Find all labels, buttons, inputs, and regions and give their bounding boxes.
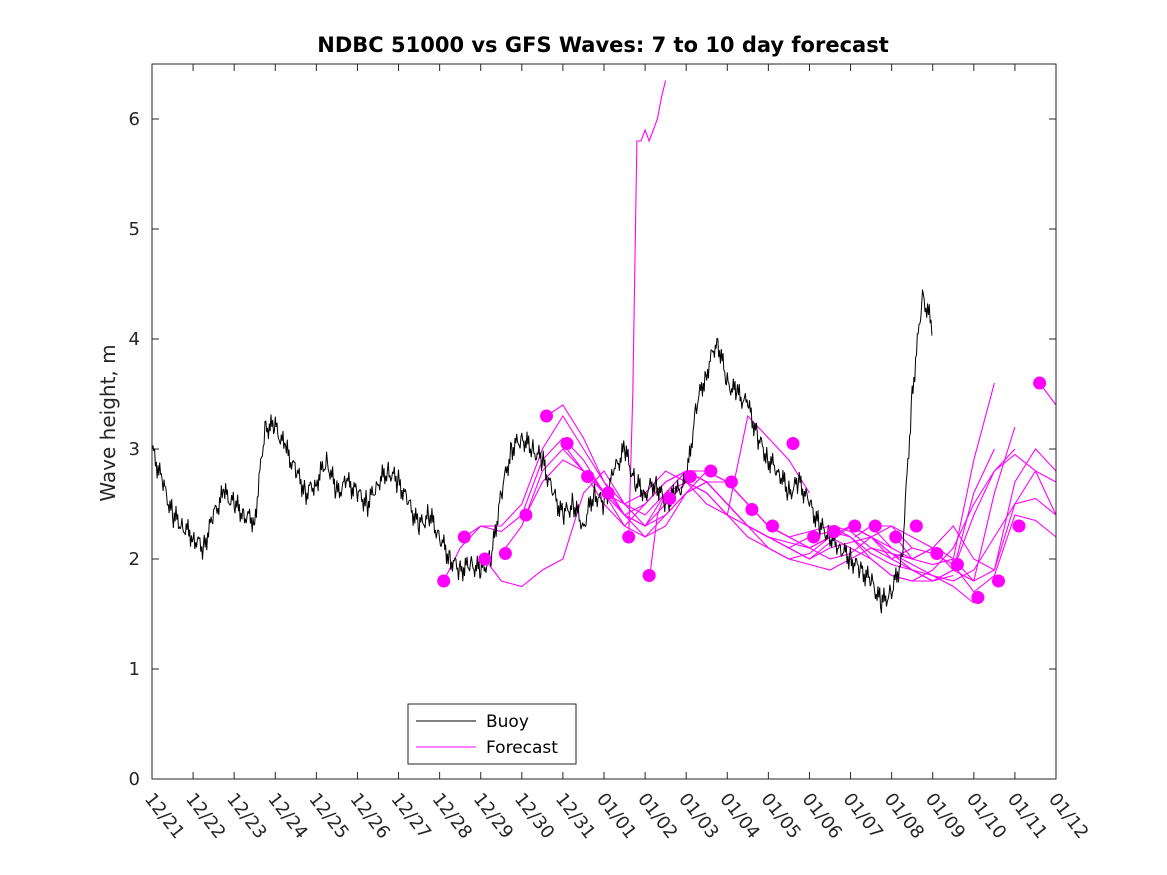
x-tick-label: 12/27 (387, 789, 435, 843)
forecast-line (463, 437, 892, 560)
x-tick-label: 12/21 (140, 789, 188, 843)
forecast-marker (745, 503, 759, 516)
forecast-marker (478, 552, 492, 566)
x-tick-label: 01/03 (674, 789, 722, 843)
forecast-marker (560, 437, 574, 450)
legend-buoy-label: Buoy (486, 712, 529, 732)
forecast-marker (992, 574, 1005, 588)
forecast-line (546, 404, 975, 604)
forecast-marker (868, 519, 882, 533)
forecast-marker (827, 525, 841, 538)
legend-box (407, 703, 577, 765)
x-tick-label: 12/25 (304, 789, 352, 843)
y-tick-label: 6 (129, 109, 140, 130)
forecast-line (607, 453, 1057, 582)
forecast-marker (766, 519, 779, 533)
forecast-marker (704, 464, 718, 478)
x-tick-label: 01/08 (880, 789, 928, 843)
forecast-marker (581, 470, 595, 483)
x-tick-label: 01/06 (798, 789, 846, 843)
forecast-line (628, 80, 667, 538)
x-tick-label: 01/05 (756, 789, 804, 843)
forecast-line (587, 448, 1016, 582)
forecast-line (875, 426, 1016, 582)
forecast-marker (437, 574, 451, 588)
x-tick-label: 01/04 (715, 789, 763, 843)
forecast-marker (683, 470, 697, 483)
forecast-marker (457, 530, 471, 544)
x-tick-label: 12/26 (346, 789, 394, 843)
x-tick-label: 01/11 (1003, 789, 1051, 843)
y-tick-label: 2 (129, 549, 140, 570)
forecast-marker (786, 437, 800, 450)
x-tick-label: 12/29 (469, 789, 517, 843)
forecast-marker (724, 475, 738, 489)
x-tick-label: 12/23 (222, 789, 270, 843)
forecast-marker (498, 547, 512, 560)
forecast-line (895, 470, 1057, 571)
forecast-marker (909, 519, 923, 533)
legend: Buoy Forecast (407, 703, 577, 765)
x-tick-label: 01/02 (633, 789, 681, 843)
x-tick-label: 12/24 (263, 789, 311, 843)
forecast-marker (848, 519, 862, 533)
y-tick-label: 0 (129, 769, 140, 790)
buoy-line (151, 289, 933, 614)
legend-forecast-label: Forecast (486, 738, 558, 758)
x-tick-label: 01/01 (592, 789, 640, 843)
x-tick-label: 12/30 (510, 789, 558, 843)
forecast-marker (1033, 376, 1047, 390)
forecast-marker (601, 486, 615, 500)
x-tick-label: 01/07 (839, 789, 887, 843)
forecast-marker (642, 569, 656, 582)
forecast-line (936, 448, 1057, 582)
y-tick-label: 5 (129, 219, 140, 240)
forecast-marker (930, 547, 944, 560)
x-tick-label: 12/28 (428, 789, 476, 843)
x-tick-label: 01/09 (921, 789, 969, 843)
y-tick-label: 1 (129, 659, 140, 680)
x-tick-label: 12/22 (181, 789, 229, 843)
forecast-line (504, 448, 933, 560)
y-tick-label: 3 (129, 439, 140, 460)
forecast-marker (807, 530, 821, 544)
x-tick-label: 01/10 (962, 789, 1010, 843)
forecast-marker (519, 508, 533, 522)
forecast-marker (622, 530, 636, 544)
forecast-marker (971, 591, 985, 604)
x-tick-label: 12/31 (551, 789, 599, 843)
forecast-marker (540, 409, 553, 423)
forecast-marker (950, 558, 964, 571)
forecast-marker (889, 530, 903, 544)
plot-frame (151, 63, 1057, 780)
chart-title: NDBC 51000 vs GFS Waves: 7 to 10 day for… (317, 33, 888, 57)
forecast-line (443, 414, 810, 582)
forecast-marker (1012, 519, 1026, 533)
plot-area (151, 80, 1057, 614)
axis-ticks: 012345612/2112/2212/2312/2412/2512/2612/… (129, 64, 1093, 843)
forecast-marker (663, 492, 677, 505)
y-axis-label: Wave height, m (96, 344, 120, 501)
x-tick-label: 01/12 (1044, 789, 1092, 843)
y-tick-label: 4 (129, 329, 140, 350)
forecast-line (854, 382, 995, 566)
